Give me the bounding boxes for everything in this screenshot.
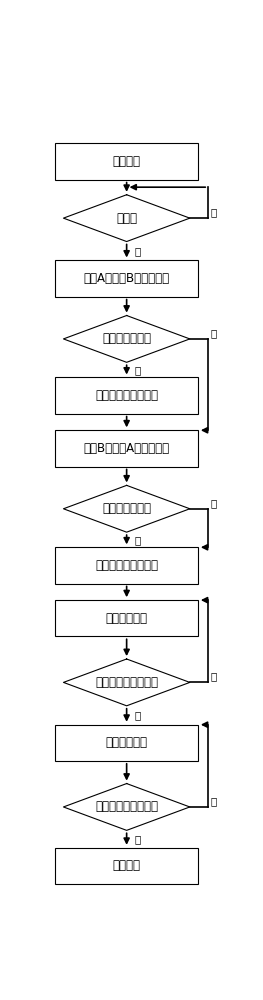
Text: 无功是否越限？: 无功是否越限？ <box>102 502 151 515</box>
Text: 投入相应数量的低抗: 投入相应数量的低抗 <box>95 389 158 402</box>
Bar <box>55 430 198 467</box>
Bar <box>55 547 198 584</box>
Text: 是: 是 <box>135 246 141 256</box>
Text: 否: 否 <box>210 498 216 508</box>
Text: 直流电流是否建立？: 直流电流是否建立？ <box>95 800 158 813</box>
Text: 无功是否越限？: 无功是否越限？ <box>102 332 151 345</box>
Text: 否: 否 <box>210 671 216 681</box>
Text: 解锁？: 解锁？ <box>116 212 137 225</box>
Bar <box>55 600 198 636</box>
Bar <box>55 377 198 414</box>
Text: 是: 是 <box>135 365 141 375</box>
Text: 投入相应数量的低抗: 投入相应数量的低抗 <box>95 559 158 572</box>
Text: 是: 是 <box>135 710 141 720</box>
Bar <box>55 848 198 884</box>
Bar <box>55 260 198 297</box>
Text: 投入B型（或A型）滤波器: 投入B型（或A型）滤波器 <box>84 442 170 455</box>
Text: 建立直流电压: 建立直流电压 <box>106 612 148 625</box>
Text: 否: 否 <box>210 328 216 338</box>
Bar <box>55 143 198 180</box>
Bar <box>55 725 198 761</box>
Text: 是: 是 <box>135 834 141 844</box>
Text: 投入A型（或B型）滤波器: 投入A型（或B型）滤波器 <box>84 272 170 285</box>
Text: 系统就绪: 系统就绪 <box>113 155 141 168</box>
Text: 解锁成功: 解锁成功 <box>113 859 141 872</box>
Text: 是: 是 <box>135 535 141 545</box>
Text: 直流电压是否建立？: 直流电压是否建立？ <box>95 676 158 689</box>
Text: 建立直流电流: 建立直流电流 <box>106 736 148 749</box>
Text: 否: 否 <box>210 796 216 806</box>
Text: 否: 否 <box>210 207 216 217</box>
